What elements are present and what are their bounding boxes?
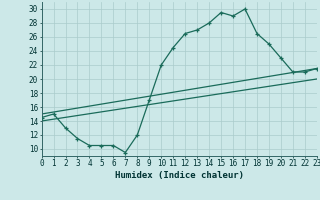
X-axis label: Humidex (Indice chaleur): Humidex (Indice chaleur) [115, 171, 244, 180]
